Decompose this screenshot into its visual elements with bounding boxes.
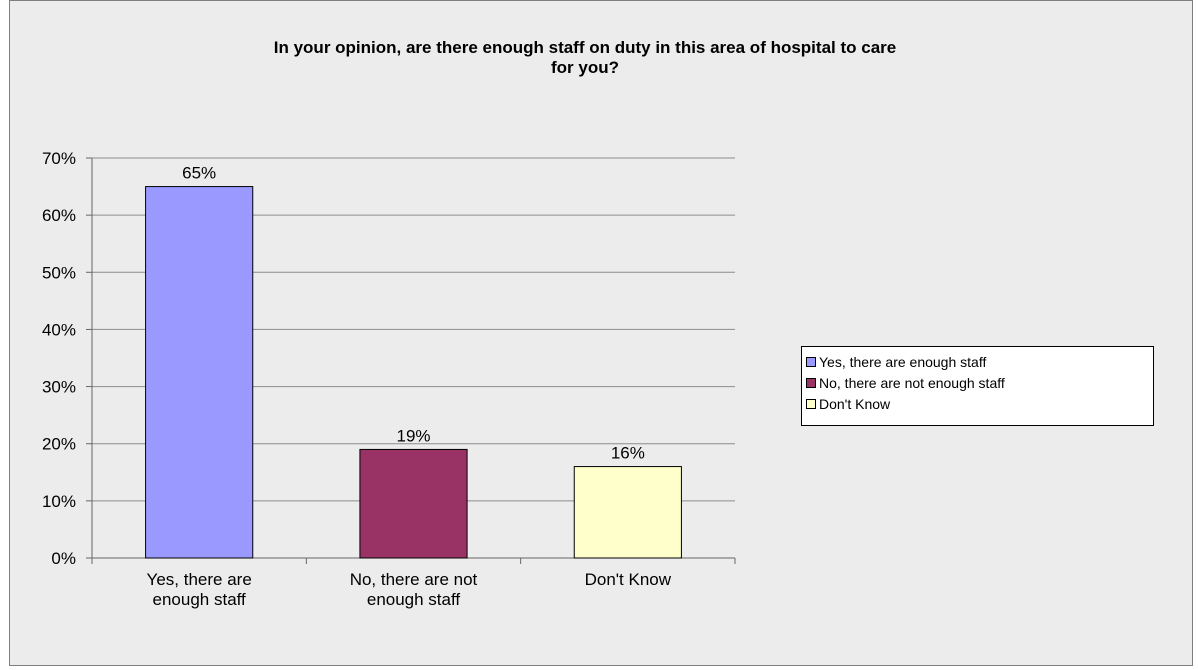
x-category-label: Yes, there are <box>147 570 252 589</box>
y-tick-label: 0% <box>51 549 76 568</box>
chart-title: In your opinion, are there enough staff … <box>180 38 990 78</box>
legend-item-yes: Yes, there are enough staff <box>806 351 1153 372</box>
y-tick-label: 40% <box>42 320 76 339</box>
chart-legend: Yes, there are enough staff No, there ar… <box>801 346 1154 426</box>
data-label: 19% <box>396 426 430 445</box>
y-tick-label: 50% <box>42 263 76 282</box>
x-category-label: Don't Know <box>585 570 672 589</box>
x-category-label: enough staff <box>153 590 247 609</box>
y-tick-label: 60% <box>42 206 76 225</box>
legend-item-dont-know: Don't Know <box>806 393 1153 414</box>
legend-swatch-yes <box>806 356 816 367</box>
legend-label-yes: Yes, there are enough staff <box>819 353 987 370</box>
legend-label-no: No, there are not enough staff <box>819 374 1005 391</box>
y-tick-label: 10% <box>42 492 76 511</box>
bar <box>145 186 254 559</box>
x-category-label: enough staff <box>367 590 461 609</box>
y-tick-label: 30% <box>42 378 76 397</box>
legend-label-dont-know: Don't Know <box>819 395 891 412</box>
chart-title-line-2: for you? <box>551 58 619 77</box>
data-label: 65% <box>182 164 216 183</box>
bar-chart-plot: 0% 10% 20% 30% 40% 50% 60% 70% 65% Yes, there are… <box>42 149 736 609</box>
data-label: 16% <box>611 444 645 463</box>
legend-item-no: No, there are not enough staff <box>806 372 1153 393</box>
legend-swatch-dont-know <box>806 398 816 409</box>
y-tick-label: 20% <box>42 435 76 454</box>
chart-title-line-1: In your opinion, are there enough staff … <box>273 38 897 57</box>
bar <box>573 466 682 559</box>
bar <box>359 448 468 559</box>
chart-area: In your opinion, are there enough staff … <box>9 0 1193 666</box>
legend-swatch-no <box>806 377 816 388</box>
y-tick-label: 70% <box>42 149 76 168</box>
x-category-label: No, there are not <box>350 570 478 589</box>
